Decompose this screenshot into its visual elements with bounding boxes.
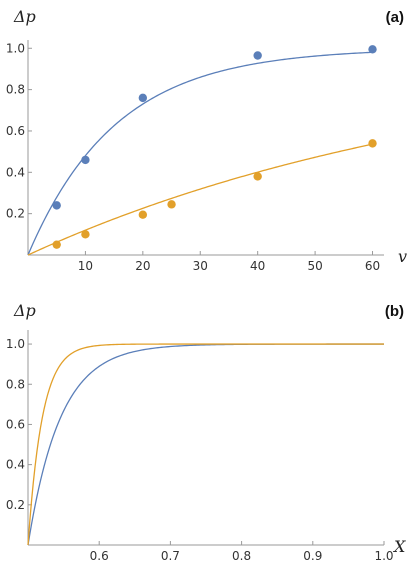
panel-a-series-2-point (167, 200, 176, 209)
panel-a-series-1-point (368, 45, 377, 54)
panel-a-series-2-point (81, 230, 90, 239)
panel-a-series-2-line (27, 143, 373, 256)
panel-a-x-tick-label: 30 (193, 259, 208, 273)
panel-a-series-2-point (52, 240, 61, 249)
panel-b-y-axis-label: Δp (13, 301, 36, 320)
panel-b-y-tick-label: 0.6 (6, 417, 25, 431)
panel-a-x-tick-label: 10 (78, 259, 93, 273)
panel-a-x-axis-label: v (398, 247, 407, 266)
panel-b-y-tick-label: 1.0 (6, 337, 25, 351)
panel-a-x-tick-label: 40 (250, 259, 265, 273)
panel-a-series-1-point (253, 51, 262, 60)
panel-a-series-2-point (138, 210, 148, 219)
panel-a: (a) Δp v 10 20 30 40 50 60 0.2 0.4 0.6 0.8 1.0 (6, 7, 407, 273)
panel-b-y-tick-label: 0.8 (6, 377, 25, 391)
panel-b: (b) Δp X 0.6 0.7 0.8 0.9 1.0 0.2 0.4 0.6 0.8 1.0 (6, 301, 406, 563)
panel-a-y-tick-label: 0.2 (6, 207, 25, 221)
panel-b-x-tick-label: 0.6 (90, 549, 109, 563)
panel-a-x-tick-label: 50 (307, 259, 322, 273)
panel-b-x-axis-label: X (392, 537, 406, 556)
panel-a-x-tick-label: 20 (135, 259, 150, 273)
panel-a-series-1-point (52, 201, 61, 210)
panel-a-y-tick-label: 0.8 (6, 83, 25, 97)
panel-b-series-2-line (27, 343, 384, 546)
panel-b-x-tick-label: 0.7 (161, 549, 180, 563)
panel-a-series-1-point (138, 93, 148, 103)
panel-a-series-1-line (27, 51, 373, 256)
panel-a-x-tick-label: 60 (365, 259, 380, 273)
panel-b-label: (b) (385, 303, 404, 320)
panel-a-y-tick-label: 1.0 (6, 41, 25, 55)
panel-b-x-tick-label: 1.0 (374, 549, 393, 563)
panel-a-series-2-point (253, 172, 262, 181)
panel-b-y-tick-label: 0.2 (6, 498, 25, 512)
panel-b-x-tick-label: 0.8 (232, 549, 251, 563)
panel-b-y-tick-label: 0.4 (6, 458, 25, 472)
panel-a-y-axis-label: Δp (13, 7, 36, 26)
panel-a-y-tick-label: 0.6 (6, 124, 25, 138)
panel-b-series-1-line (27, 343, 384, 546)
panel-a-y-tick-label: 0.4 (6, 165, 25, 179)
panel-b-x-tick-label: 0.9 (303, 549, 322, 563)
panel-a-series-2-point (368, 139, 377, 148)
panel-a-label: (a) (386, 9, 404, 26)
panel-a-series-1-point (81, 155, 90, 165)
